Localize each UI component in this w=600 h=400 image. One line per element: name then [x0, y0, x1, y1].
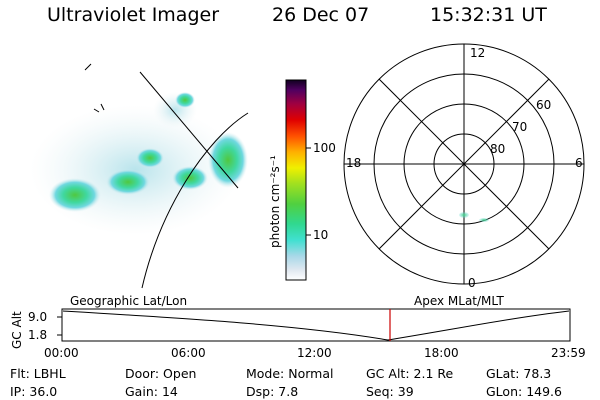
y-tick-1-8: 1.8 [28, 328, 48, 342]
x-tick-0600: 06:00 [171, 346, 206, 360]
status-seq: Seq: 39 [366, 384, 414, 399]
mlt-label-18: 18 [346, 156, 362, 170]
instrument-title: Ultraviolet Imager [47, 4, 220, 26]
status-mode: Mode: Normal [246, 366, 334, 381]
aurora-image [30, 63, 249, 289]
colorbar-tick-100: 100 [313, 141, 336, 155]
x-tick-1200: 12:00 [297, 346, 332, 360]
gc-alt-axis-label: GC Alt [10, 311, 24, 349]
colorbar-tick-10: 10 [313, 228, 329, 242]
polar-plot [343, 43, 585, 285]
status-glon: GLon: 149.6 [486, 384, 562, 399]
geographic-label: Geographic Lat/Lon [70, 294, 188, 308]
colorbar [285, 79, 311, 281]
status-filter: Flt: LBHL [10, 366, 66, 381]
observation-date: 26 Dec 07 [272, 4, 370, 26]
mlt-label-12: 12 [470, 46, 486, 60]
x-tick-2359: 23:59 [551, 346, 586, 360]
status-door: Door: Open [125, 366, 197, 381]
mlt-label-0: 0 [468, 276, 476, 290]
apex-label: Apex MLat/MLT [414, 294, 504, 308]
lat-label-80: 80 [490, 142, 506, 156]
lat-label-60: 60 [536, 98, 552, 112]
status-dsp: Dsp: 7.8 [246, 384, 299, 399]
status-gc-alt: GC Alt: 2.1 Re [366, 366, 454, 381]
y-tick-9: 9.0 [28, 310, 48, 324]
status-ip: IP: 36.0 [10, 384, 58, 399]
x-tick-0000: 00:00 [44, 346, 79, 360]
x-tick-1800: 18:00 [424, 346, 459, 360]
altitude-timeline [57, 308, 571, 342]
lat-label-70: 70 [512, 120, 528, 134]
status-gain: Gain: 14 [125, 384, 178, 399]
observation-time: 15:32:31 UT [430, 4, 547, 26]
mlt-label-6: 6 [575, 156, 583, 170]
status-glat: GLat: 78.3 [486, 366, 552, 381]
colorbar-unit-label: photon cm⁻²s⁻¹ [268, 155, 282, 248]
